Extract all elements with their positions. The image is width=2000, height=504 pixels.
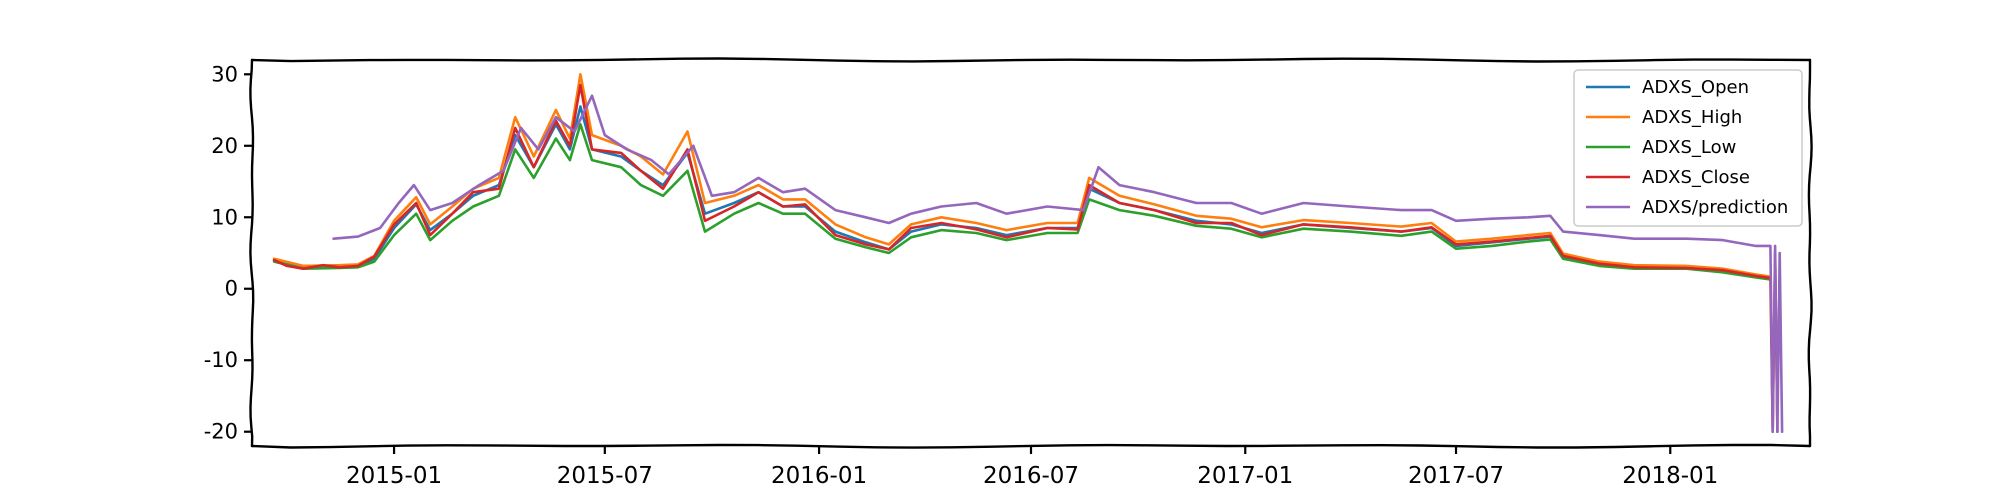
series-line-adxs-low: [272, 123, 1772, 281]
legend-label: ADXS_High: [1642, 107, 1742, 128]
x-tick-label: 2015-01: [346, 463, 442, 489]
legend: ADXS_Open ADXS_High ADXS_Low ADXS_Close ADXS…: [1573, 69, 1803, 227]
series-layer: [272, 73, 1784, 433]
y-tick-label: -20: [204, 420, 238, 444]
y-tick-label: 30: [211, 62, 238, 86]
series-line-adxs-close: [272, 83, 1779, 433]
legend-box: [1573, 69, 1803, 227]
series-line-adxs-open: [272, 105, 1772, 280]
frame-top: [250, 57, 1812, 63]
legend-label: ADXS_Close: [1642, 167, 1750, 188]
series-line-adxs-high: [272, 73, 1772, 278]
plot-frame: [249, 57, 1813, 449]
x-tick-label: 2016-07: [983, 463, 1079, 489]
legend-label: ADXS_Low: [1642, 137, 1736, 158]
frame-left: [249, 58, 255, 448]
frame-bottom: [250, 443, 1812, 449]
y-tick-label: 20: [211, 134, 238, 158]
x-tick-label: 2018-01: [1622, 463, 1718, 489]
y-tick-label: 0: [225, 277, 238, 301]
series-line-adxs-prediction: [332, 94, 1784, 433]
x-tick-label: 2017-01: [1197, 463, 1293, 489]
legend-label: ADXS/prediction: [1642, 197, 1788, 218]
frame-right: [1807, 58, 1813, 448]
y-tick-label: 10: [211, 205, 238, 229]
x-tick-label: 2015-07: [557, 463, 653, 489]
x-tick-label: 2016-01: [771, 463, 867, 489]
axes: 30 20 10 0 -10 -20 2015-01 2015-07 2016-01 2016-0…: [204, 62, 1719, 489]
x-tick-label: 2017-07: [1408, 463, 1504, 489]
legend-label: ADXS_Open: [1642, 77, 1749, 98]
y-tick-label: -10: [204, 348, 238, 372]
